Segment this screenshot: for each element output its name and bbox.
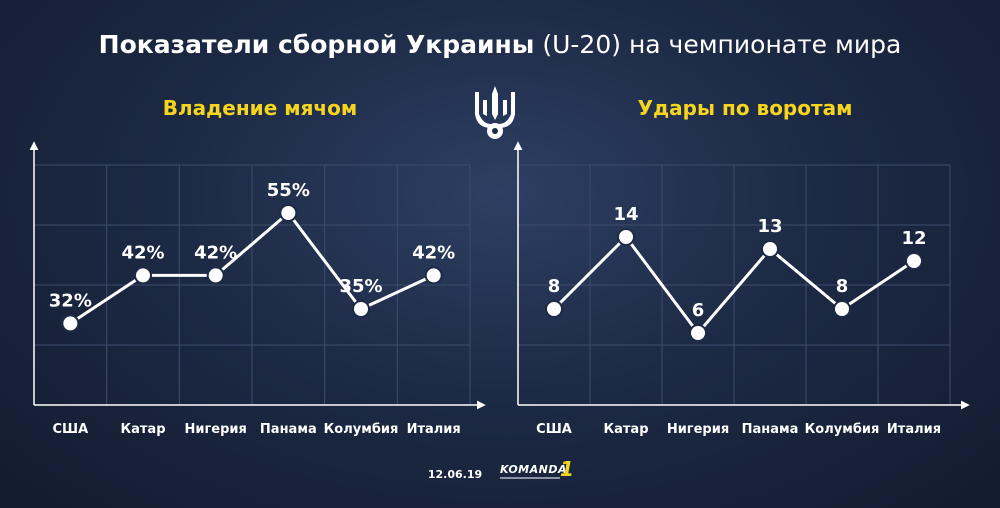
data-point-possession (61, 314, 80, 333)
page-title-sub: (U-20) на чемпионате мира (534, 30, 902, 59)
x-tick-label-possession: Катар (120, 422, 165, 437)
data-point-possession (206, 266, 225, 285)
data-point-shots (617, 228, 635, 246)
trident-icon (475, 86, 515, 139)
footer-date: 12.06.19 (427, 468, 483, 481)
data-label-possession: 42% (412, 242, 455, 263)
data-label-possession: 55% (267, 180, 310, 201)
series-line-shots (552, 235, 915, 335)
series-line-possession (69, 211, 435, 325)
data-label-possession: 35% (339, 276, 382, 297)
data-label-shots: 8 (548, 276, 561, 297)
data-label-shots: 13 (757, 216, 782, 237)
logo-text: KOMANDA (500, 463, 567, 476)
x-tick-label-shots: Нигерия (667, 422, 729, 437)
x-tick-label-shots: США (536, 422, 572, 437)
page-title-main: Показатели сборной Украины (98, 30, 535, 59)
chart-title-possession: Владение мячом (162, 96, 358, 120)
data-label-possession: 42% (194, 242, 237, 263)
x-tick-label-possession: Панама (260, 422, 317, 437)
data-label-shots: 14 (613, 204, 638, 225)
x-tick-label-possession: Италия (407, 422, 461, 437)
logo-underline (500, 477, 560, 479)
data-point-possession (352, 300, 370, 318)
x-tick-label-shots: Панама (742, 422, 799, 437)
x-tick-label-possession: США (52, 422, 88, 437)
x-tick-label-possession: Нигерия (184, 422, 246, 437)
x-tick-label-possession: Колумбия (324, 422, 399, 437)
data-label-possession: 42% (121, 242, 164, 263)
data-label-shots: 8 (836, 276, 849, 297)
x-tick-label-shots: Италия (887, 422, 941, 437)
data-label-shots: 12 (901, 228, 926, 249)
data-point-shots (905, 252, 923, 270)
logo-number: 1 (560, 457, 574, 481)
data-point-shots (545, 300, 563, 318)
data-point-possession (134, 266, 152, 285)
data-label-possession: 32% (49, 290, 92, 311)
data-point-possession (424, 266, 443, 285)
chart-title-shots: Удары по воротам (637, 96, 853, 120)
x-tick-label-shots: Катар (603, 422, 648, 437)
x-tick-label-shots: Колумбия (805, 422, 880, 437)
page-title: Показатели сборной Украины (U-20) на чем… (0, 30, 1000, 59)
data-point-shots (761, 240, 779, 258)
data-point-possession (279, 204, 298, 222)
data-label-shots: 6 (692, 300, 705, 321)
data-point-shots (833, 300, 851, 318)
komanda-logo: KOMANDA 1 (500, 457, 590, 485)
data-point-shots (689, 324, 707, 342)
